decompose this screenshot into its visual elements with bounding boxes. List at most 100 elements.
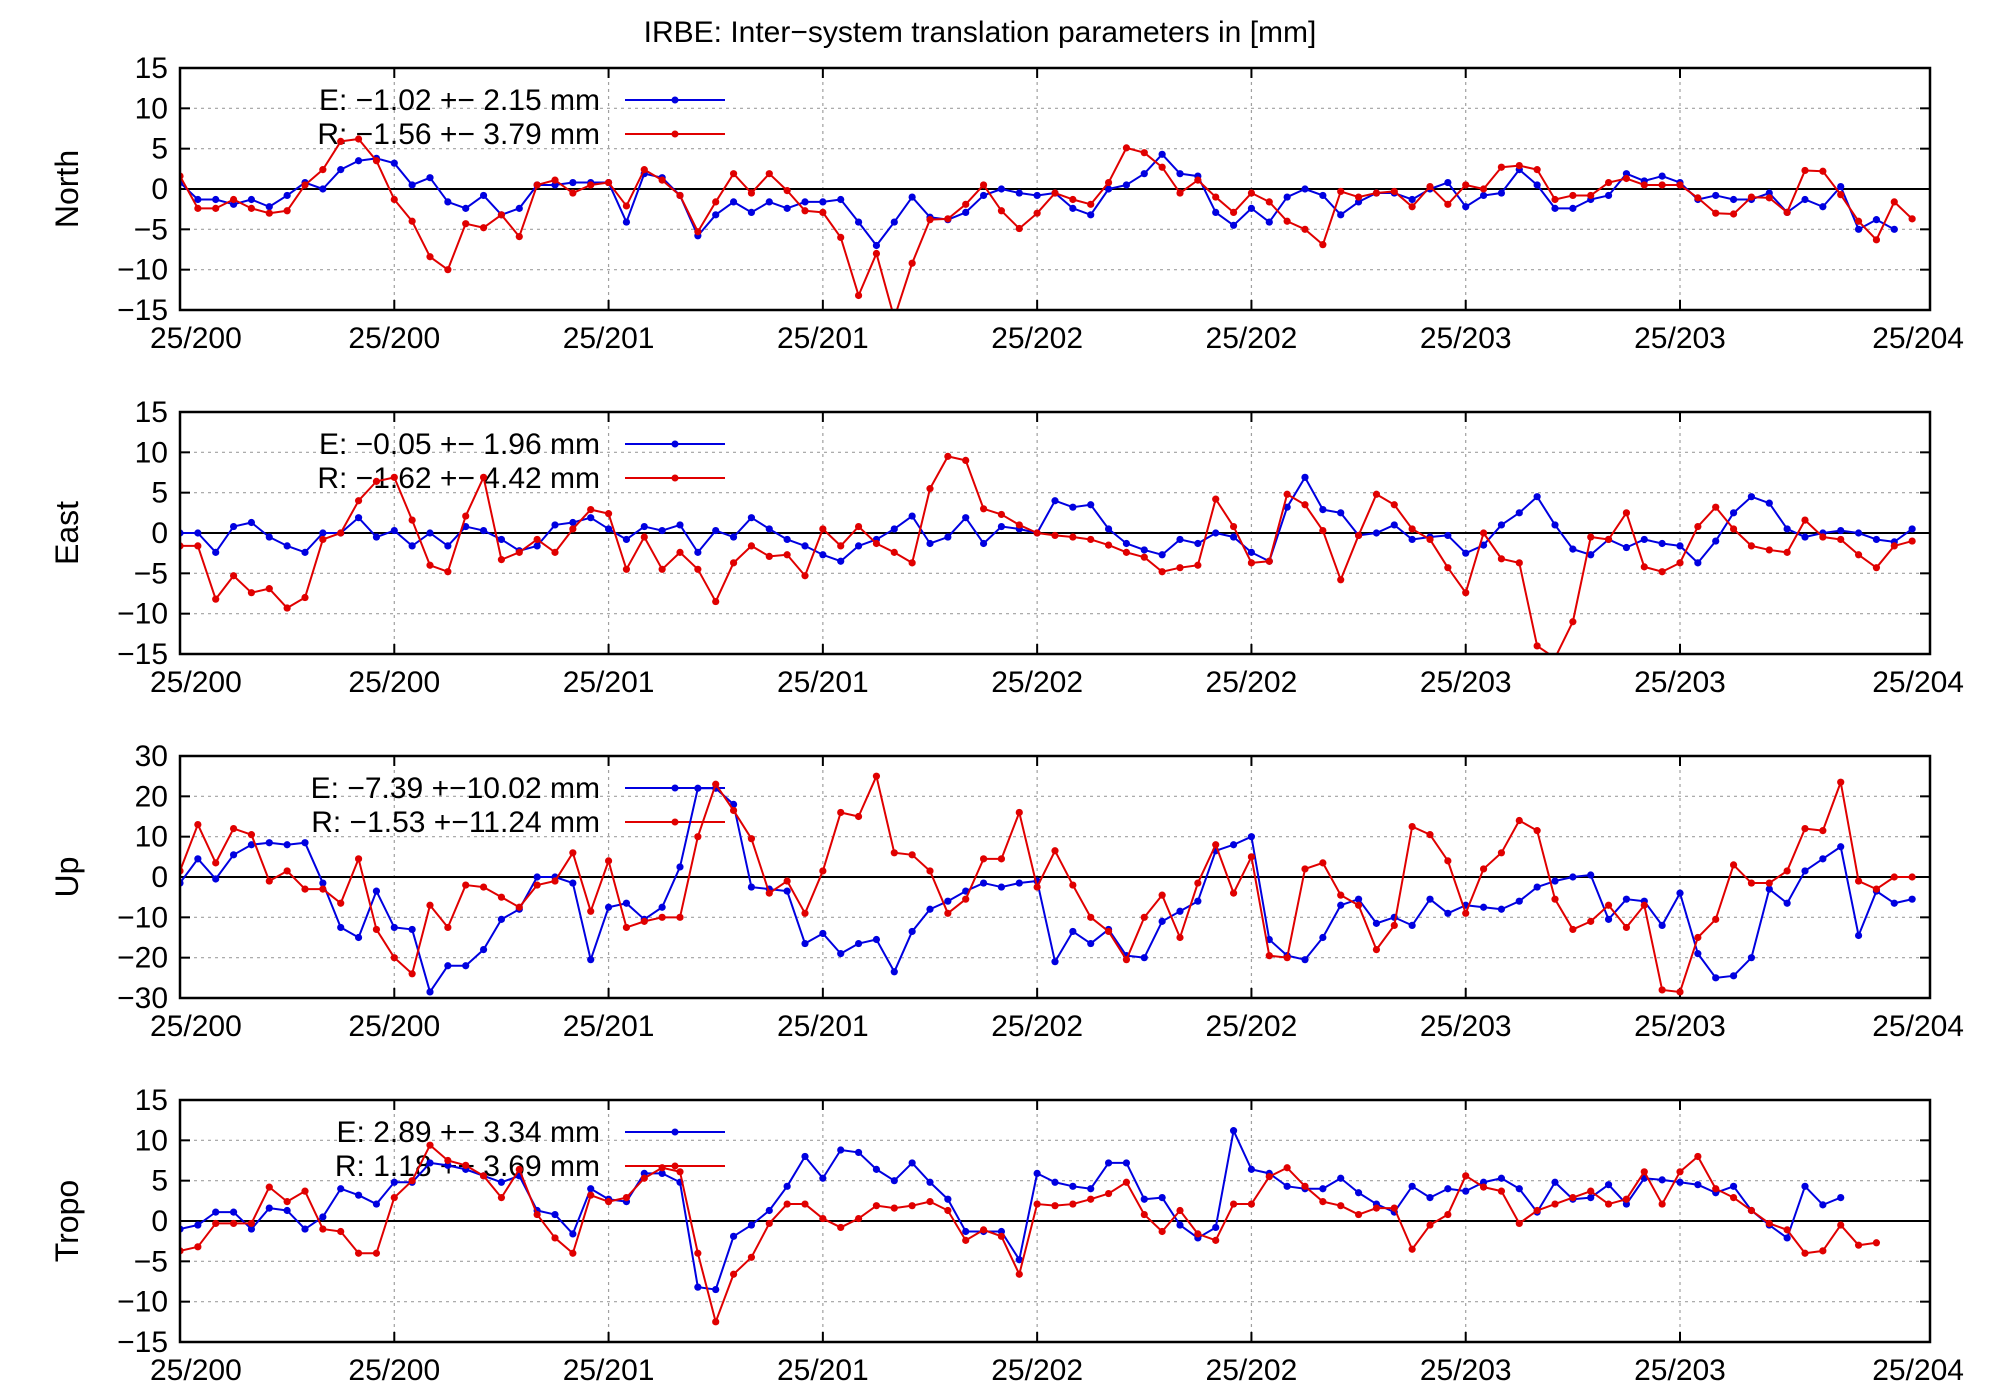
north-point-r	[1551, 195, 1559, 204]
up-point-e	[1765, 885, 1773, 893]
tropo-point-r	[1051, 1202, 1059, 1210]
north-point-e	[1087, 211, 1095, 219]
tropo-point-r	[837, 1223, 845, 1232]
tropo-point-e	[1658, 1176, 1666, 1184]
up-point-e	[319, 879, 327, 887]
up-point-r	[712, 780, 720, 788]
north-point-r	[1479, 185, 1488, 193]
tropo-point-r	[497, 1194, 506, 1202]
tropo-point-r	[944, 1206, 952, 1215]
tropo-point-r	[1604, 1200, 1613, 1208]
north-point-r	[1176, 189, 1184, 197]
tropo-point-r	[1140, 1210, 1148, 1219]
tropo-point-e	[1462, 1187, 1470, 1195]
tropo-point-r	[1872, 1239, 1881, 1247]
east-point-r	[551, 548, 559, 556]
up-point-r	[319, 885, 327, 893]
north-point-r	[604, 178, 613, 187]
north-point-r	[979, 181, 988, 189]
up-point-e	[1819, 855, 1827, 863]
up-point-r	[1551, 895, 1559, 903]
north-point-r	[444, 266, 452, 274]
up-point-r	[1587, 917, 1595, 925]
tropo-xtick-label: 25/200	[150, 1354, 242, 1387]
up-point-r	[1265, 952, 1273, 960]
tropo-point-r	[1676, 1168, 1684, 1176]
up-point-r	[497, 893, 506, 901]
up-point-r	[1747, 879, 1756, 887]
east-point-r	[1390, 501, 1398, 509]
up-point-r	[1854, 877, 1863, 885]
east-point-r	[1194, 561, 1202, 569]
up-point-r	[854, 812, 863, 821]
north-point-r	[1408, 203, 1416, 211]
up-point-e	[533, 873, 541, 881]
north-point-e	[1462, 203, 1470, 211]
east-point-e	[408, 542, 416, 550]
east-point-r	[622, 565, 631, 573]
east-point-e	[1872, 535, 1881, 544]
up-point-r	[640, 917, 648, 925]
up-point-r	[1801, 825, 1809, 833]
east-point-e	[319, 529, 327, 537]
north-point-e	[1337, 211, 1345, 219]
north-point-r	[944, 215, 952, 223]
north-point-r	[1819, 167, 1827, 175]
up-point-e	[979, 879, 988, 887]
east-ytick-label: −15	[117, 638, 168, 671]
up-point-r	[622, 923, 631, 932]
north-point-r	[1462, 181, 1470, 189]
east-point-e	[747, 514, 756, 522]
up-point-r	[462, 881, 470, 889]
east-point-r	[676, 548, 684, 556]
east-point-r	[1872, 564, 1881, 572]
up-point-e	[604, 903, 613, 911]
east-point-r	[1837, 535, 1845, 544]
east-point-r	[837, 542, 845, 550]
north-point-r	[1765, 194, 1773, 202]
east-point-e	[1051, 497, 1059, 505]
tropo-point-e	[1122, 1159, 1131, 1167]
north-point-r	[1104, 178, 1113, 187]
east-legend-marker-e	[671, 440, 679, 448]
north-point-r	[1033, 209, 1041, 217]
tropo-point-e	[1729, 1182, 1738, 1190]
up-point-r	[1087, 913, 1095, 921]
east-point-r	[658, 565, 666, 573]
east-point-e	[1747, 493, 1756, 501]
north-point-r	[462, 220, 470, 228]
east-point-r	[1694, 522, 1702, 531]
up-ytick-label: 20	[135, 780, 168, 813]
up-xtick-label: 25/200	[150, 1010, 242, 1043]
north-point-r	[1444, 200, 1452, 208]
tropo-point-e	[1176, 1221, 1184, 1229]
east-point-e	[1854, 529, 1863, 537]
up-point-e	[372, 887, 381, 895]
north-point-r	[1283, 217, 1291, 225]
tropo-point-r	[962, 1236, 970, 1244]
up-point-r	[837, 808, 845, 817]
east-point-r	[604, 510, 613, 518]
east-point-e	[819, 551, 827, 559]
up-point-e	[1801, 867, 1809, 875]
north-point-e	[515, 204, 523, 212]
up-xtick-label: 25/202	[991, 1010, 1083, 1043]
east-point-r	[1444, 564, 1452, 572]
east-point-e	[729, 533, 738, 541]
tropo-point-r	[712, 1318, 720, 1326]
east-point-e	[1783, 525, 1791, 533]
up-point-r	[247, 831, 256, 839]
tropo-point-r	[640, 1174, 648, 1182]
east-point-r	[1801, 516, 1809, 524]
tropo-point-r	[1354, 1210, 1363, 1219]
up-point-e	[479, 946, 488, 954]
up-point-e	[694, 784, 702, 792]
east-point-r	[497, 556, 506, 564]
tropo-point-r	[283, 1198, 291, 1206]
east-point-r	[265, 585, 273, 593]
up-point-r	[1390, 921, 1398, 930]
tropo-point-r	[908, 1202, 916, 1210]
north-point-e	[729, 198, 738, 206]
east-point-e	[1069, 503, 1077, 511]
